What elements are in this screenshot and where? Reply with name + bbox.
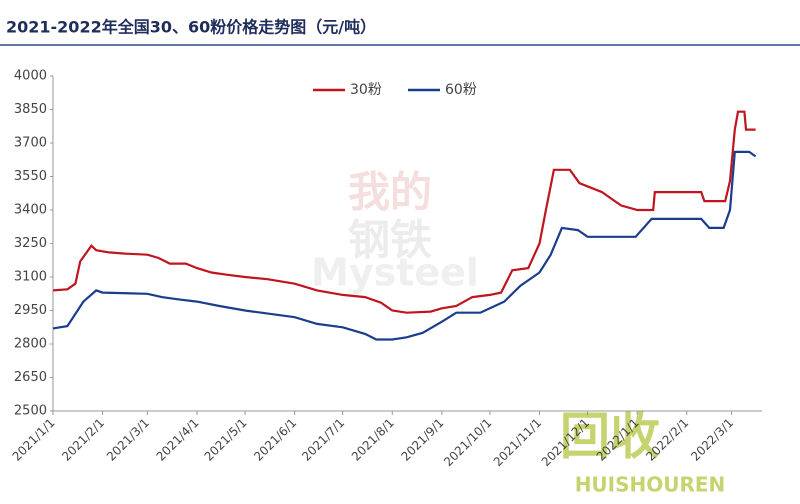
y-tick-label: 2950 xyxy=(14,303,47,318)
series-line xyxy=(52,110,756,314)
y-tick-label: 4000 xyxy=(14,69,47,84)
x-tick-label: 2021/4/1 xyxy=(154,416,202,464)
x-tick-label: 2021/3/1 xyxy=(104,416,152,464)
x-tick-label: 2021/1/1 xyxy=(10,416,58,464)
y-tick-label: 3250 xyxy=(14,236,47,251)
legend-label: 30粉 xyxy=(350,82,382,98)
watermark: HUISHOUREN xyxy=(575,473,726,497)
x-tick-label: 2021/5/1 xyxy=(202,416,250,464)
y-tick-label: 2650 xyxy=(14,370,47,385)
watermark: 钢铁 xyxy=(348,216,432,265)
y-tick-label: 3100 xyxy=(14,270,47,285)
watermark: Mysteel xyxy=(311,251,479,295)
x-tick-label: 2021/6/1 xyxy=(251,416,299,464)
watermark: 回收 xyxy=(560,408,660,466)
y-tick-label: 3700 xyxy=(14,136,47,151)
watermark: 我的 xyxy=(348,168,432,217)
x-tick-label: 2021/8/1 xyxy=(349,416,397,464)
x-tick-label: 2021/7/1 xyxy=(299,416,347,464)
x-tick-label: 2021/11/1 xyxy=(491,416,544,469)
x-tick-label: 2021/10/1 xyxy=(441,416,494,469)
series-line xyxy=(52,150,757,341)
y-tick-label: 3850 xyxy=(14,102,47,117)
y-tick-label: 2500 xyxy=(14,404,47,419)
x-tick-label: 2022/3/1 xyxy=(688,416,736,464)
legend-label: 60粉 xyxy=(445,82,477,98)
chart-title: 2021-2022年全国30、60粉价格走势图（元/吨） xyxy=(6,18,376,37)
y-tick-label: 3400 xyxy=(14,203,47,218)
y-tick-label: 2800 xyxy=(14,337,47,352)
x-tick-label: 2021/9/1 xyxy=(398,416,446,464)
x-tick-label: 2021/2/1 xyxy=(59,416,107,464)
y-tick-label: 3550 xyxy=(14,169,47,184)
